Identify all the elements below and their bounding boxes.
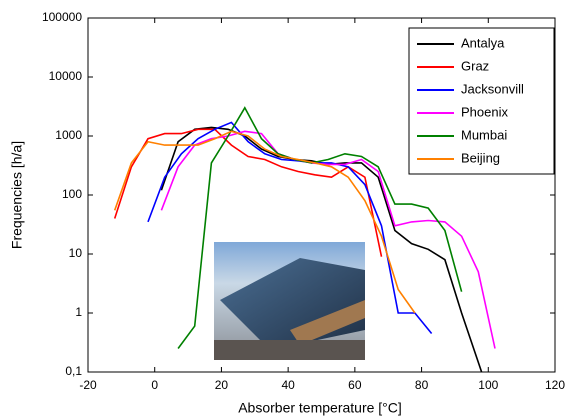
y-axis-title: Frequencies [h/a] [9,141,25,249]
y-tick-label: 100000 [42,10,82,24]
legend-label: Beijing [461,150,500,165]
legend-label: Mumbai [461,127,507,142]
legend-label: Antalya [461,35,505,50]
legend-label: Graz [461,58,489,73]
x-tick-label: 0 [151,378,158,392]
x-tick-label: 60 [348,378,362,392]
y-tick-label: 1000 [55,128,82,142]
photo-inset [214,242,365,360]
x-axis-title: Absorber temperature [°C] [238,400,402,416]
series-line [113,128,383,257]
series-line [177,106,463,349]
x-tick-label: 40 [281,378,295,392]
x-tick-label: 100 [478,378,498,392]
legend-label: Jacksonvill [461,81,524,96]
legend-label: Phoenix [461,104,508,119]
x-tick-label: -20 [79,378,97,392]
y-tick-label: 10 [69,246,83,260]
series-line [147,121,433,335]
x-tick-label: 20 [215,378,229,392]
y-tick-label: 100 [62,187,82,201]
series-line [113,130,416,314]
y-tick-label: 0,1 [65,364,82,378]
y-tick-label: 10000 [49,69,83,83]
x-tick-label: 120 [545,378,565,392]
y-tick-label: 1 [75,305,82,319]
legend-box [408,27,555,175]
x-tick-label: 80 [415,378,429,392]
